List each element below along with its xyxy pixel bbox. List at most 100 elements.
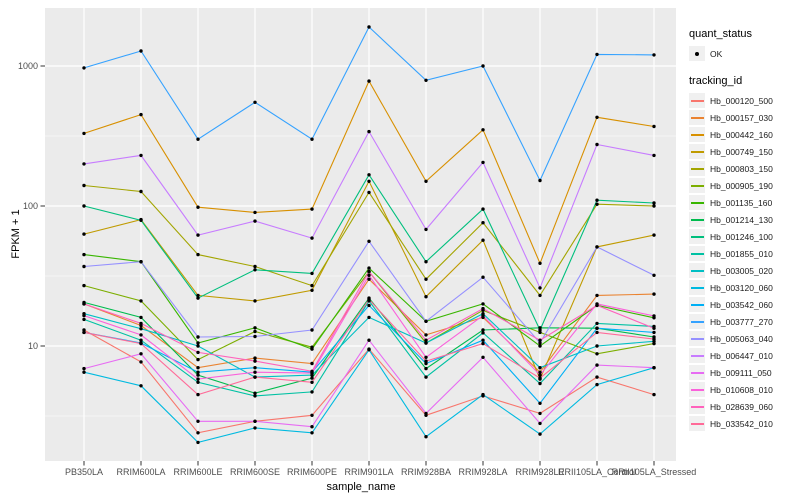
legend-item-Hb_001246_100: Hb_001246_100 (689, 228, 797, 245)
data-point (367, 269, 371, 274)
y-tick-label: 100 (23, 201, 38, 211)
data-point (196, 392, 200, 397)
data-point (253, 359, 257, 363)
data-point (139, 189, 143, 194)
data-point (196, 373, 200, 377)
data-point (310, 376, 314, 380)
x-tick-label: RRII105LA_Stressed (612, 467, 697, 477)
data-point (424, 375, 428, 379)
data-point (424, 361, 428, 366)
data-point (139, 218, 143, 222)
data-point (196, 440, 200, 445)
legend-item-Hb_003542_060: Hb_003542_060 (689, 296, 797, 313)
data-point (652, 273, 656, 277)
data-point (424, 341, 428, 345)
data-point (595, 245, 599, 249)
legend-key (689, 144, 705, 159)
data-point (253, 334, 257, 339)
data-point (424, 179, 428, 183)
legend-key (689, 263, 705, 278)
data-point (196, 350, 200, 355)
data-point (424, 227, 428, 232)
data-point (481, 128, 485, 132)
data-point (139, 352, 143, 356)
legend-item-Hb_000157_030: Hb_000157_030 (689, 109, 797, 126)
data-point (82, 232, 86, 236)
data-point (367, 129, 371, 134)
line-swatch-icon (690, 167, 704, 170)
legend-label: Hb_001135_160 (710, 197, 773, 208)
data-point (481, 306, 485, 311)
data-point (82, 370, 86, 374)
x-tick-label: RRII105LA_Control (558, 467, 636, 477)
data-point (595, 352, 599, 356)
data-point (652, 314, 656, 318)
legend-title-tracking-id: tracking_id (689, 75, 743, 87)
legend-item-Hb_001135_160: Hb_001135_160 (689, 194, 797, 211)
data-point (595, 52, 599, 57)
data-point (424, 411, 428, 416)
legend-label: Hb_003005_020 (710, 265, 773, 276)
data-point (652, 201, 656, 205)
legend-key (689, 195, 705, 210)
legend-key (689, 110, 705, 125)
data-point (253, 391, 257, 395)
legend-title-quant-status: quant_status (689, 28, 752, 40)
data-point (538, 330, 542, 335)
data-point (481, 392, 485, 397)
legend-label: Hb_010608_010 (710, 384, 773, 395)
line-swatch-icon (690, 337, 704, 340)
legend-item-Hb_000442_160: Hb_000442_160 (689, 126, 797, 143)
data-point (481, 275, 485, 279)
data-point (139, 338, 143, 342)
data-point (595, 344, 599, 348)
data-point (253, 264, 257, 269)
y-tick-label: 1000 (18, 61, 38, 71)
legend-key (689, 331, 705, 346)
data-point (481, 331, 485, 335)
data-point (139, 112, 143, 117)
legend-item-Hb_009111_050: Hb_009111_050 (689, 364, 797, 381)
data-point (310, 283, 314, 288)
panel-background (45, 8, 676, 461)
data-point (367, 303, 371, 308)
data-point (196, 377, 200, 381)
line-swatch-icon (690, 405, 704, 408)
data-point (481, 313, 485, 318)
legend-label: Hb_001214_130 (710, 214, 773, 225)
legend-key (689, 399, 705, 414)
data-point (196, 252, 200, 257)
data-point (367, 277, 371, 281)
legend-key (689, 416, 705, 431)
x-tick-label: RRIM901LA (344, 467, 393, 477)
data-point (367, 79, 371, 83)
data-point (139, 333, 143, 337)
data-point (82, 183, 86, 188)
data-point (538, 381, 542, 386)
data-point (652, 326, 656, 330)
data-point (196, 341, 200, 345)
legend-item-Hb_000803_150: Hb_000803_150 (689, 160, 797, 177)
data-point (481, 207, 485, 211)
data-point (196, 370, 200, 374)
data-point (481, 64, 485, 68)
data-point (82, 302, 86, 306)
data-point (424, 366, 428, 371)
data-point (538, 376, 542, 380)
legend-label: Hb_003542_060 (710, 299, 773, 310)
x-tick-label: PB350LA (65, 467, 103, 477)
data-point (424, 78, 428, 83)
data-point (367, 273, 371, 277)
data-point (82, 252, 86, 257)
data-point (253, 219, 257, 223)
line-swatch-icon (690, 235, 704, 238)
data-point (595, 321, 599, 326)
x-tick-label: RRIM928LE (515, 467, 564, 477)
data-point (538, 178, 542, 183)
legend-item-Hb_000905_190: Hb_000905_190 (689, 177, 797, 194)
line-swatch-icon (690, 201, 704, 204)
data-point (310, 361, 314, 366)
legend-label: Hb_000749_150 (710, 146, 773, 157)
